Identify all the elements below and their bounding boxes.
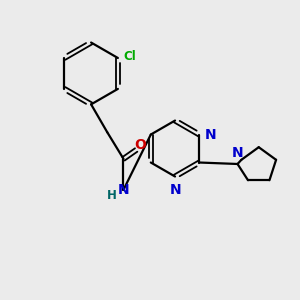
Text: N: N	[232, 146, 243, 160]
Text: O: O	[134, 138, 146, 152]
Text: N: N	[170, 183, 182, 197]
Text: Cl: Cl	[123, 50, 136, 63]
Text: N: N	[118, 183, 129, 197]
Text: N: N	[205, 128, 216, 142]
Text: H: H	[107, 189, 117, 202]
